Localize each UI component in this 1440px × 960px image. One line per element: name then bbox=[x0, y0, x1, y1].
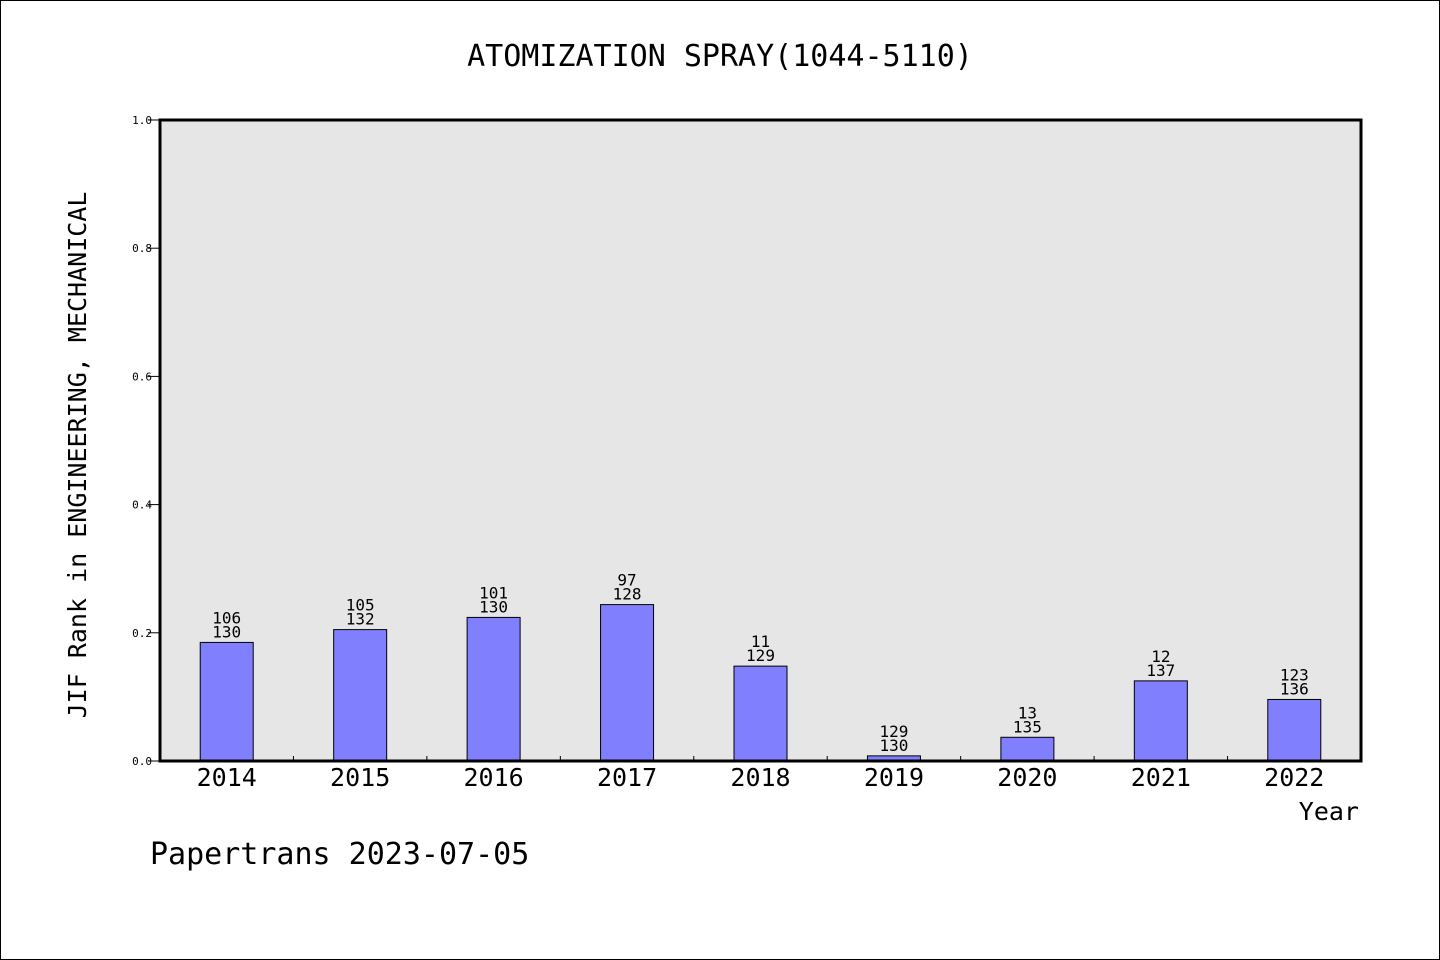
bar-label-rank: 12 bbox=[1151, 647, 1170, 666]
x-tick-label: 2022 bbox=[1264, 763, 1324, 792]
y-axis-ticks: 0.0 0.2 0.4 0.6 0.8 1.0 bbox=[132, 114, 160, 768]
bar-label-total: 128 bbox=[613, 585, 642, 604]
bar-label-total: 132 bbox=[346, 610, 375, 629]
x-tick-label: 2015 bbox=[330, 763, 390, 792]
x-tick-label: 2021 bbox=[1131, 763, 1191, 792]
bar-labels-group: 1061301051321011309712811129129130131351… bbox=[212, 571, 1308, 755]
chart-title: ATOMIZATION SPRAY(1044-5110) bbox=[467, 39, 973, 74]
bars-group bbox=[199, 604, 1322, 762]
x-tick-label: 2020 bbox=[997, 763, 1057, 792]
bar-2016 bbox=[466, 616, 521, 762]
bar-label-total: 135 bbox=[1013, 717, 1042, 736]
bar-label-rank: 11 bbox=[751, 632, 770, 651]
y-axis-label: JIF Rank in ENGINEERING, MECHANICAL bbox=[63, 192, 92, 719]
footer-credit: Papertrans 2023-07-05 bbox=[150, 837, 529, 872]
bar-label-rank: 123 bbox=[1280, 665, 1309, 684]
y-tick-label: 0.8 bbox=[132, 242, 152, 255]
bar-label-total: 129 bbox=[746, 646, 775, 665]
x-tick-label: 2018 bbox=[730, 763, 790, 792]
plot-border bbox=[158, 118, 1363, 763]
x-axis-label: Year bbox=[1299, 797, 1359, 826]
bar-label-rank: 13 bbox=[1018, 703, 1037, 722]
bar-2014 bbox=[199, 641, 254, 762]
bar-label-rank: 129 bbox=[879, 722, 908, 741]
x-axis-ticks: 2014 2015 2016 2017 2018 2019 2020 2021 2022 bbox=[197, 756, 1324, 792]
bar-label-total: 130 bbox=[479, 597, 508, 616]
x-tick-label: 2016 bbox=[464, 763, 524, 792]
bar-label-total: 136 bbox=[1280, 679, 1309, 698]
bar-label-total: 130 bbox=[212, 622, 241, 641]
x-tick-label: 2019 bbox=[864, 763, 924, 792]
bar-2015 bbox=[333, 629, 388, 762]
x-tick-label: 2014 bbox=[197, 763, 257, 792]
bar-2017 bbox=[600, 604, 655, 762]
x-tick-label: 2017 bbox=[597, 763, 657, 792]
bar-label-rank: 101 bbox=[479, 583, 508, 602]
bar-label-rank: 97 bbox=[617, 571, 636, 590]
bar-2020 bbox=[1000, 736, 1055, 762]
bar-label-total: 137 bbox=[1146, 661, 1175, 680]
y-tick-label: 1.0 bbox=[132, 114, 152, 127]
y-tick-label: 0.6 bbox=[132, 370, 152, 383]
bar-label-rank: 106 bbox=[212, 608, 241, 627]
bar-2022 bbox=[1267, 698, 1322, 762]
bar-2018 bbox=[733, 665, 788, 762]
y-tick-label: 0.0 bbox=[132, 755, 152, 768]
y-tick-label: 0.4 bbox=[132, 499, 152, 512]
bar-2021 bbox=[1133, 680, 1188, 762]
bar-label-rank: 105 bbox=[346, 596, 375, 615]
bar-label-total: 130 bbox=[879, 736, 908, 755]
y-tick-label: 0.2 bbox=[132, 627, 152, 640]
